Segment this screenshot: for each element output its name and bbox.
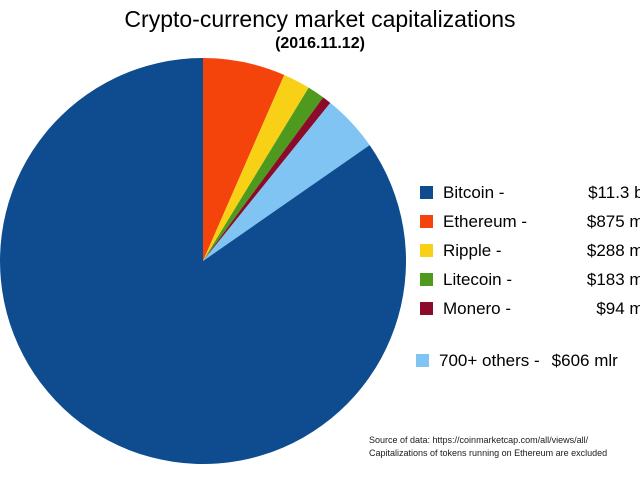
legend-label-monero: Monero - — [443, 298, 512, 318]
legend-swatch-monero — [420, 302, 433, 315]
legend-item-ripple[interactable]: Ripple - $288 mlr — [420, 236, 640, 265]
legend-swatch-litecoin — [420, 273, 433, 286]
legend-value-others: $606 mlr — [551, 350, 618, 370]
legend-swatch-bitcoin — [420, 186, 433, 199]
pie-slice-litecoin[interactable] — [203, 87, 324, 262]
legend-label-ethereum: Ethereum - — [443, 211, 528, 231]
legend-item-others[interactable]: 700+ others - $606 mlr — [416, 346, 640, 375]
source-line: Source of data: https://coinmarketcap.co… — [369, 435, 589, 445]
pie-slice-700-others[interactable] — [203, 102, 370, 261]
legend-value-ripple: $288 mlr — [586, 240, 640, 260]
legend-item-litecoin[interactable]: Litecoin - $183 mlr — [420, 265, 640, 294]
legend-value-monero: $94 mlr — [596, 298, 640, 318]
legend-value-ethereum: $875 mlr — [586, 211, 640, 231]
pie-slice-bitcoin[interactable] — [0, 58, 406, 464]
legend-value-bitcoin: $11.3 blr — [588, 182, 640, 202]
source-note: Source of data: https://coinmarketcap.co… — [369, 434, 607, 460]
legend-label-bitcoin: Bitcoin - — [443, 182, 505, 202]
legend-label-litecoin: Litecoin - — [443, 269, 512, 289]
legend-swatch-others — [416, 354, 429, 367]
legend-label-ripple: Ripple - — [443, 240, 502, 260]
chart-legend: Bitcoin - $11.3 blr Ethereum - $875 mlr … — [416, 178, 640, 375]
pie-slice-ethereum[interactable] — [203, 58, 285, 261]
pie-slice-ripple[interactable] — [203, 74, 309, 261]
legend-swatch-ripple — [420, 244, 433, 257]
chart-subtitle: (2016.11.12) — [275, 35, 365, 52]
pie-slice-group — [0, 58, 406, 464]
legend-label-others: 700+ others - — [439, 350, 540, 370]
legend-item-ethereum[interactable]: Ethereum - $875 mlr — [420, 207, 640, 236]
legend-item-bitcoin[interactable]: Bitcoin - $11.3 blr — [420, 178, 640, 207]
exclusion-note-line: Capitalizations of tokens running on Eth… — [369, 448, 608, 458]
pie-chart — [0, 58, 406, 464]
legend-value-litecoin: $183 mlr — [586, 269, 640, 289]
pie-slice-monero[interactable] — [203, 97, 331, 261]
chart-title: Crypto-currency market capitalizations — [124, 6, 516, 32]
legend-item-monero[interactable]: Monero - $94 mlr — [420, 294, 640, 323]
legend-swatch-ethereum — [420, 215, 433, 228]
pie-chart-svg — [0, 58, 406, 464]
